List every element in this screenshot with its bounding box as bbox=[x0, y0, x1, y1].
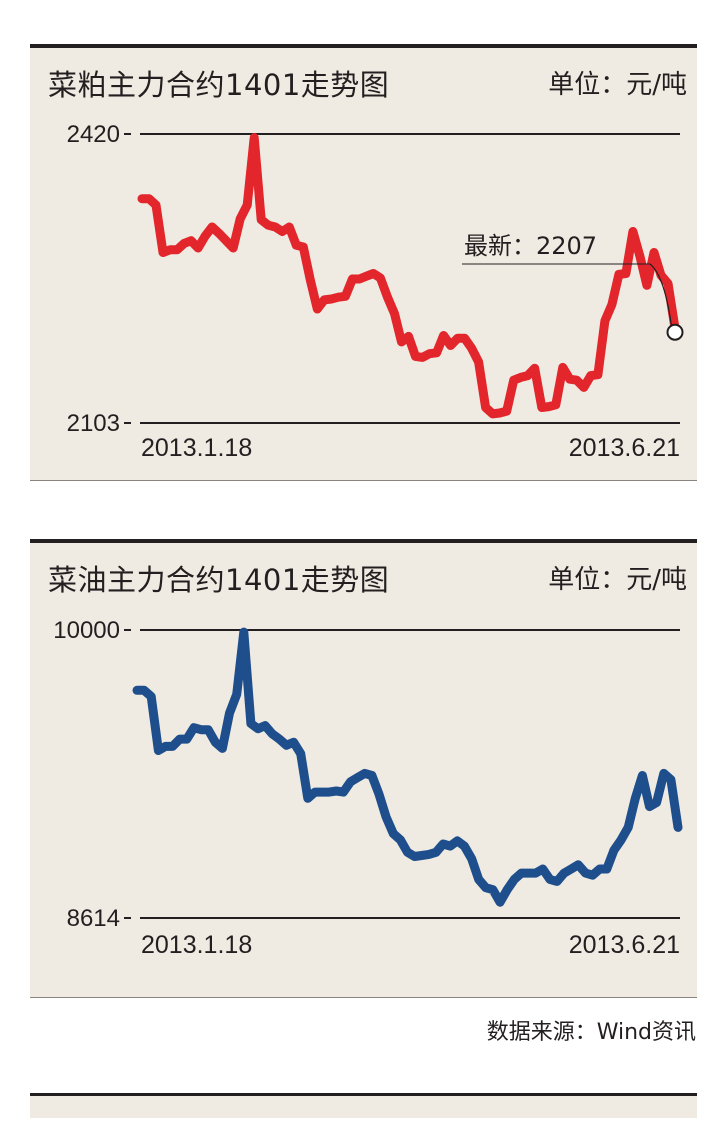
xtick-label-start: 2013.1.18 bbox=[141, 434, 252, 462]
ytick-label-bottom: 8614 bbox=[67, 905, 120, 932]
xtick-label-end: 2013.6.21 bbox=[569, 931, 680, 959]
latest-point-marker bbox=[666, 323, 684, 341]
xtick-label-end: 2013.6.21 bbox=[569, 434, 680, 462]
rapeseed-oil-line-chart: 10000 8614 2013.1.18 2013.6.21 bbox=[53, 617, 683, 959]
rapeseed-oil-chart-panel: 菜油主力合约1401走势图 单位：元/吨 10000 8614 2013.1.1… bbox=[30, 539, 697, 998]
ytick-label-bottom: 2103 bbox=[67, 410, 120, 437]
latest-annotation: 最新：2207 bbox=[464, 232, 597, 260]
series-line bbox=[132, 627, 683, 907]
ytick-label-top: 10000 bbox=[53, 617, 120, 644]
data-source-note: 数据来源：Wind资讯 bbox=[486, 1020, 696, 1045]
chart-title: 菜粕主力合约1401走势图 bbox=[48, 68, 390, 102]
ytick-label-top: 2420 bbox=[67, 121, 120, 148]
chart-title: 菜油主力合约1401走势图 bbox=[48, 563, 390, 597]
chart-unit: 单位：元/吨 bbox=[548, 565, 687, 595]
annotation-leader bbox=[649, 263, 673, 331]
rapeseed-meal-line-chart: 2420 2103 2013.1.18 2013.6.21 最新：2207 bbox=[67, 121, 684, 462]
chart-unit: 单位：元/吨 bbox=[548, 70, 687, 100]
footer-bar bbox=[30, 1093, 697, 1118]
rapeseed-meal-chart-panel: 菜粕主力合约1401走势图 单位：元/吨 2420 2103 2013.1.18… bbox=[30, 44, 697, 481]
series-line bbox=[137, 133, 680, 419]
xtick-label-start: 2013.1.18 bbox=[141, 931, 252, 959]
